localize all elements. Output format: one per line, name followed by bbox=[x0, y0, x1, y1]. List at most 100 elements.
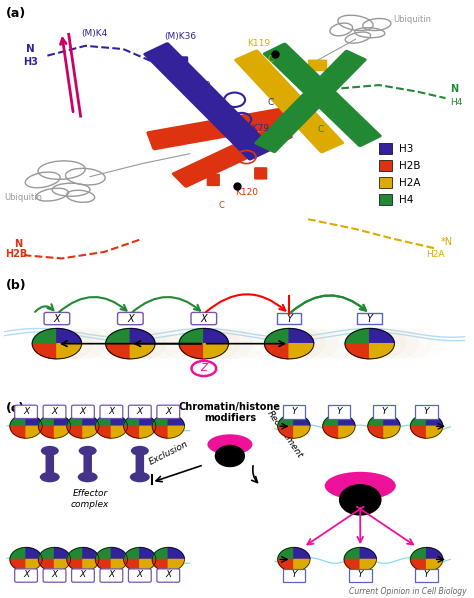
Ellipse shape bbox=[131, 446, 149, 456]
Text: C: C bbox=[268, 97, 274, 106]
Ellipse shape bbox=[307, 328, 351, 359]
Polygon shape bbox=[124, 414, 140, 426]
Text: Y: Y bbox=[291, 570, 297, 579]
Polygon shape bbox=[83, 426, 99, 438]
Text: X: X bbox=[201, 313, 207, 324]
Text: Y: Y bbox=[424, 407, 429, 416]
Ellipse shape bbox=[148, 328, 192, 359]
Polygon shape bbox=[55, 560, 71, 571]
FancyBboxPatch shape bbox=[277, 313, 301, 324]
Polygon shape bbox=[289, 328, 314, 344]
Polygon shape bbox=[294, 426, 310, 438]
Polygon shape bbox=[38, 560, 55, 571]
FancyBboxPatch shape bbox=[328, 405, 350, 419]
Bar bbox=[379, 178, 392, 188]
Polygon shape bbox=[339, 414, 355, 426]
Polygon shape bbox=[55, 426, 71, 438]
FancyBboxPatch shape bbox=[15, 569, 37, 582]
Polygon shape bbox=[410, 560, 427, 571]
Text: N: N bbox=[14, 239, 22, 249]
Polygon shape bbox=[124, 548, 140, 560]
FancyBboxPatch shape bbox=[72, 569, 94, 582]
Ellipse shape bbox=[121, 328, 166, 359]
Text: X: X bbox=[52, 407, 57, 416]
FancyBboxPatch shape bbox=[234, 50, 344, 153]
Text: (a): (a) bbox=[6, 7, 26, 20]
Polygon shape bbox=[38, 414, 55, 426]
Text: (M)K36: (M)K36 bbox=[164, 32, 196, 41]
Polygon shape bbox=[111, 414, 128, 426]
FancyBboxPatch shape bbox=[254, 167, 267, 179]
FancyBboxPatch shape bbox=[415, 405, 438, 419]
FancyBboxPatch shape bbox=[43, 569, 66, 582]
Polygon shape bbox=[106, 328, 130, 344]
Polygon shape bbox=[410, 426, 427, 438]
Polygon shape bbox=[95, 426, 111, 438]
Ellipse shape bbox=[79, 446, 97, 456]
Text: (M)K79: (M)K79 bbox=[237, 124, 269, 133]
Text: *N: *N bbox=[441, 237, 453, 248]
FancyBboxPatch shape bbox=[146, 105, 304, 150]
Text: K120: K120 bbox=[235, 188, 258, 197]
Polygon shape bbox=[204, 344, 228, 359]
Text: H2B: H2B bbox=[399, 160, 420, 170]
Polygon shape bbox=[427, 548, 443, 560]
Polygon shape bbox=[427, 426, 443, 438]
Text: Chromatin/histone
modifiers: Chromatin/histone modifiers bbox=[179, 402, 281, 423]
Text: C: C bbox=[268, 55, 273, 64]
FancyBboxPatch shape bbox=[72, 405, 94, 419]
Polygon shape bbox=[32, 328, 57, 344]
FancyBboxPatch shape bbox=[136, 450, 144, 474]
Polygon shape bbox=[152, 426, 168, 438]
FancyBboxPatch shape bbox=[157, 405, 180, 419]
Text: X: X bbox=[137, 407, 143, 416]
FancyBboxPatch shape bbox=[46, 450, 54, 474]
Polygon shape bbox=[10, 560, 26, 571]
Text: (c): (c) bbox=[6, 402, 25, 414]
Polygon shape bbox=[370, 328, 394, 344]
Text: (b): (b) bbox=[6, 279, 27, 292]
Text: H2A: H2A bbox=[427, 250, 445, 259]
Polygon shape bbox=[140, 426, 156, 438]
Text: X: X bbox=[23, 570, 29, 579]
Ellipse shape bbox=[61, 328, 106, 359]
Polygon shape bbox=[67, 414, 83, 426]
FancyBboxPatch shape bbox=[207, 173, 220, 186]
Text: Recruitment: Recruitment bbox=[264, 409, 304, 460]
Ellipse shape bbox=[387, 328, 432, 359]
FancyBboxPatch shape bbox=[143, 42, 274, 161]
Polygon shape bbox=[368, 414, 384, 426]
Ellipse shape bbox=[74, 328, 119, 359]
FancyBboxPatch shape bbox=[44, 312, 70, 325]
Polygon shape bbox=[55, 548, 71, 560]
Bar bbox=[379, 194, 392, 205]
Polygon shape bbox=[140, 414, 156, 426]
Bar bbox=[379, 160, 392, 171]
Polygon shape bbox=[95, 560, 111, 571]
FancyBboxPatch shape bbox=[373, 405, 395, 419]
Polygon shape bbox=[140, 548, 156, 560]
Ellipse shape bbox=[135, 328, 179, 359]
Text: H3: H3 bbox=[399, 144, 413, 154]
FancyBboxPatch shape bbox=[349, 569, 372, 582]
Polygon shape bbox=[264, 344, 289, 359]
Polygon shape bbox=[57, 328, 82, 344]
Polygon shape bbox=[111, 426, 128, 438]
Polygon shape bbox=[83, 548, 99, 560]
Text: N: N bbox=[27, 44, 35, 54]
Polygon shape bbox=[344, 548, 360, 560]
Polygon shape bbox=[294, 414, 310, 426]
Text: Ubiquitin: Ubiquitin bbox=[393, 15, 431, 24]
Text: C: C bbox=[218, 201, 224, 210]
Text: H2A: H2A bbox=[399, 178, 420, 188]
Polygon shape bbox=[124, 426, 140, 438]
Polygon shape bbox=[294, 560, 310, 571]
Text: Y: Y bbox=[291, 407, 297, 416]
Ellipse shape bbox=[374, 328, 419, 359]
Text: H4: H4 bbox=[399, 194, 413, 205]
Polygon shape bbox=[278, 426, 294, 438]
Polygon shape bbox=[26, 560, 42, 571]
Text: N: N bbox=[450, 84, 458, 94]
FancyBboxPatch shape bbox=[172, 56, 188, 71]
Polygon shape bbox=[38, 426, 55, 438]
